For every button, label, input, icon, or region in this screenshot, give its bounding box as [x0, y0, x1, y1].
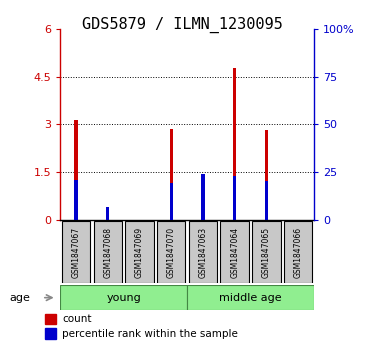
Bar: [233, 68, 236, 220]
Bar: [157, 221, 185, 283]
Bar: [265, 130, 268, 220]
Text: young: young: [106, 293, 141, 303]
Text: GSM1847063: GSM1847063: [199, 227, 207, 278]
Bar: [45, 329, 56, 339]
Bar: [60, 285, 187, 310]
Text: GSM1847070: GSM1847070: [167, 227, 176, 278]
Text: count: count: [62, 314, 92, 324]
Bar: [45, 314, 56, 324]
Bar: [187, 285, 314, 310]
Bar: [252, 221, 281, 283]
Bar: [74, 119, 78, 220]
Text: GDS5879 / ILMN_1230095: GDS5879 / ILMN_1230095: [82, 16, 283, 33]
Bar: [106, 213, 109, 220]
Text: GSM1847065: GSM1847065: [262, 227, 271, 278]
Bar: [62, 221, 91, 283]
Bar: [170, 183, 173, 220]
Text: GSM1847068: GSM1847068: [103, 227, 112, 278]
Text: age: age: [9, 293, 30, 303]
Bar: [284, 221, 312, 283]
Text: GSM1847069: GSM1847069: [135, 227, 144, 278]
Bar: [265, 182, 268, 220]
Bar: [189, 221, 217, 283]
Bar: [201, 174, 204, 220]
Bar: [220, 221, 249, 283]
Bar: [233, 176, 236, 220]
Text: middle age: middle age: [219, 293, 282, 303]
Bar: [170, 129, 173, 220]
Bar: [125, 221, 154, 283]
Bar: [74, 180, 78, 220]
Text: percentile rank within the sample: percentile rank within the sample: [62, 329, 238, 339]
Text: GSM1847064: GSM1847064: [230, 227, 239, 278]
Text: GSM1847066: GSM1847066: [293, 227, 303, 278]
Text: GSM1847067: GSM1847067: [72, 227, 81, 278]
Bar: [93, 221, 122, 283]
Bar: [106, 207, 109, 220]
